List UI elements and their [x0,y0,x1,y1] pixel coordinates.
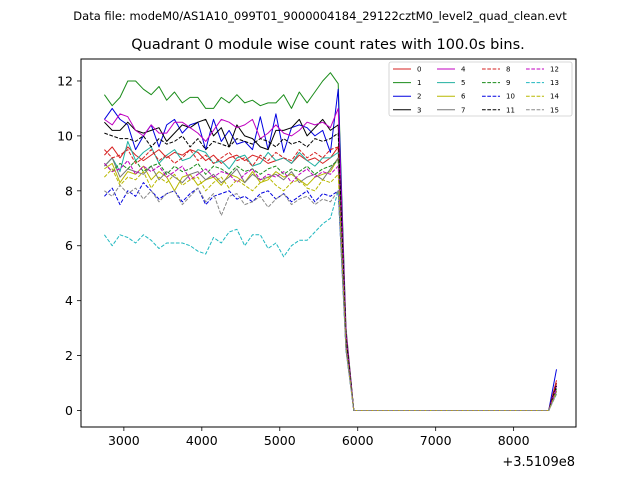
x-tick-label: 7000 [420,433,452,448]
series-line-15 [104,184,557,411]
series-line-8 [104,146,557,411]
x-offset-label: +3.5109e8 [502,455,575,470]
legend-label-4: 4 [461,66,466,74]
series-line-4 [104,107,557,411]
series-line-1 [103,72,557,411]
series-line-12 [104,160,557,411]
series-line-7 [104,157,557,411]
series-line-2 [103,88,557,411]
series-line-13 [103,190,557,411]
chart-title: Quadrant 0 module wise count rates with … [131,37,525,53]
series-line-9 [104,160,557,411]
figure-suptitle: Data file: modeM0/AS1A10_099T01_90000041… [73,9,567,23]
legend-label-5: 5 [461,79,465,87]
y-tick-label: 4 [65,293,73,308]
series-line-6 [104,157,557,411]
y-tick-label: 10 [57,128,73,143]
series-line-5 [104,140,557,411]
x-tick-label: 5000 [264,433,296,448]
plot-frame [80,58,577,428]
x-tick-label: 8000 [498,433,530,448]
legend-label-13: 13 [550,79,559,87]
legend-box [388,61,573,117]
legend-label-14: 14 [550,93,559,101]
legend-label-0: 0 [417,66,421,74]
legend-label-1: 1 [417,79,421,87]
legend-label-9: 9 [506,79,510,87]
series-line-14 [104,168,557,411]
y-tick-label: 6 [65,238,73,253]
y-tick-label: 12 [57,73,73,88]
x-tick-label: 4000 [186,433,218,448]
y-tick-label: 8 [65,183,73,198]
x-tick-label: 3000 [108,433,140,448]
legend-label-11: 11 [506,106,515,114]
series-line-10 [104,182,557,411]
legend-label-2: 2 [417,93,421,101]
legend-label-7: 7 [461,106,465,114]
y-tick-label: 0 [65,403,73,418]
series-line-0 [104,146,557,411]
legend-label-10: 10 [506,93,515,101]
series-layer [103,72,557,411]
legend-label-12: 12 [550,66,559,74]
y-axis: 0 2 4 6 8 10 12 [57,73,81,418]
x-tick-label: 6000 [342,433,374,448]
legend-label-3: 3 [417,106,421,114]
legend-label-6: 6 [461,93,466,101]
series-line-11 [104,132,557,411]
y-tick-label: 2 [65,348,73,363]
series-line-3 [104,118,557,411]
x-axis: 3000 4000 5000 6000 7000 8000 [108,427,530,448]
legend-label-15: 15 [550,106,559,114]
legend-label-8: 8 [506,66,510,74]
